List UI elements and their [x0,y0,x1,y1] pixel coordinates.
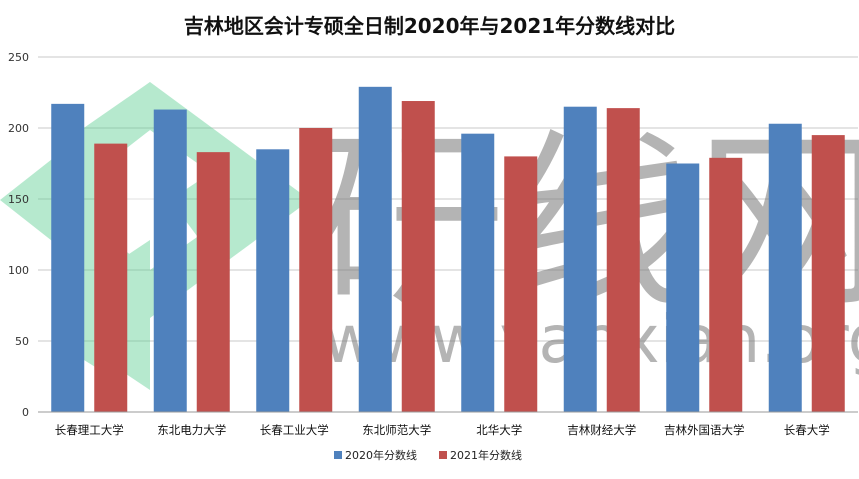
y-tick-label: 0 [22,406,29,419]
x-category-label: 东北师范大学 [362,423,431,437]
bar-2021 [811,135,845,412]
bar-2021 [709,157,743,412]
bar-2021 [606,108,640,413]
chart-title: 吉林地区会计专硕全日制2020年与2021年分数线对比 [183,14,676,38]
legend-swatch [334,451,342,459]
bar-2021 [504,156,538,412]
bar-2020 [358,86,392,412]
y-tick-label: 50 [15,335,29,348]
bar-2020 [563,106,597,412]
bar-2020 [461,133,495,412]
x-category-label: 长春理工大学 [55,423,124,437]
x-category-label: 北华大学 [476,423,522,437]
y-tick-label: 250 [8,51,29,64]
bar-2020 [768,123,802,413]
y-axis: 0 50 100 150 200 250 [8,51,29,419]
x-category-label: 东北电力大学 [157,423,226,437]
bar-2021 [196,152,230,412]
bars [51,86,845,413]
bar-2021 [299,128,333,412]
y-tick-label: 200 [8,122,29,135]
legend-label: 2021年分数线 [450,448,522,462]
x-category-label: 长春大学 [784,423,830,437]
x-category-label: 吉林财经大学 [567,423,636,437]
bar-2020 [666,163,700,412]
bar-2020 [153,109,187,412]
bar-2021 [401,101,435,413]
legend-swatch [439,451,447,459]
y-tick-label: 100 [8,264,29,277]
x-category-label: 长春工业大学 [260,423,329,437]
x-axis: 长春理工大学 东北电力大学 长春工业大学 东北师范大学 北华大学 吉林财经大学 吉林外国语大… [38,411,858,437]
bar-2020 [51,103,85,413]
bar-2021 [94,143,128,412]
legend: 2020年分数线 2021年分数线 [334,448,522,462]
legend-label: 2020年分数线 [345,448,417,462]
y-tick-label: 150 [8,193,29,206]
x-category-label: 吉林外国语大学 [664,423,745,437]
bar-2020 [256,149,290,413]
